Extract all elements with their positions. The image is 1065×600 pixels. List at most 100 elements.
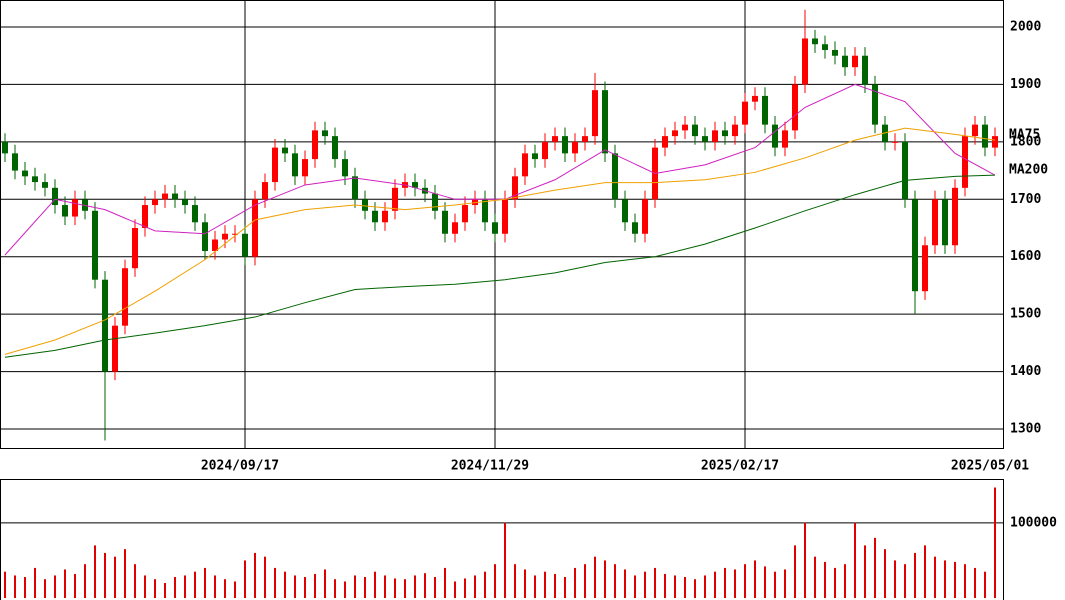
candle-body [332, 136, 338, 160]
volume-bar [64, 569, 66, 598]
candle-body [592, 90, 598, 137]
candle-body [702, 136, 708, 142]
candle-body [282, 147, 288, 154]
volume-bar [654, 567, 656, 598]
moving-average [4, 83, 996, 256]
volume-bar [364, 576, 366, 598]
candle-body [482, 199, 488, 223]
volume-bar [24, 576, 26, 598]
candle-body [672, 130, 678, 137]
volume-bar [474, 575, 476, 598]
volume-bar [764, 566, 766, 598]
candle-body [172, 193, 178, 200]
volume-bar [934, 556, 936, 598]
volume-bar [184, 575, 186, 598]
volume-bar [374, 571, 376, 598]
candle-body [792, 84, 798, 131]
candle-body [622, 199, 628, 223]
volume-bar [784, 569, 786, 598]
volume-bar [464, 578, 466, 598]
candle-body [762, 95, 768, 125]
candle-body [342, 159, 348, 177]
volume-bar [354, 575, 356, 598]
volume-bar [844, 564, 846, 598]
volume-bar [674, 575, 676, 598]
y-tick-label: 1900 [1010, 77, 1041, 92]
volume-bar [794, 545, 796, 598]
candle-body [982, 124, 988, 148]
volume-bar [944, 560, 946, 598]
candle-body [232, 233, 238, 235]
candle-body [872, 84, 878, 125]
candle-body [62, 205, 68, 217]
candle-body [912, 199, 918, 292]
candle-body [42, 182, 48, 188]
candle-body [392, 187, 398, 211]
volume-bar [714, 571, 716, 598]
candle-body [742, 101, 748, 125]
volume-bar [664, 573, 666, 598]
volume-bar [744, 564, 746, 598]
volume-bar [194, 571, 196, 598]
volume-bar [514, 564, 516, 598]
candle-body [682, 124, 688, 131]
candle-body [832, 49, 838, 56]
candle-body [712, 130, 718, 142]
volume-bar [504, 522, 506, 598]
volume-bar [594, 556, 596, 598]
x-tick-label: 2024/11/29 [451, 459, 529, 474]
candle-body [942, 199, 948, 246]
volume-bar [124, 549, 126, 598]
candle-body [292, 153, 298, 177]
candle-body [362, 199, 368, 211]
volume-bar [444, 567, 446, 598]
candle-body [222, 233, 228, 240]
price-frame [0, 0, 1004, 449]
candle-body [192, 205, 198, 223]
candle-body [842, 55, 848, 68]
candle-body [532, 153, 538, 160]
volume-bar [624, 569, 626, 598]
candle-body [902, 141, 908, 200]
volume-bar [804, 522, 806, 598]
volume-frame [0, 479, 1004, 600]
candle-body [802, 38, 808, 85]
candle-body [432, 193, 438, 211]
candle-body [2, 141, 8, 154]
candle-body [922, 245, 928, 292]
y-tick-label: 2000 [1010, 19, 1041, 34]
candle-body [52, 187, 58, 206]
volume-bar [984, 571, 986, 598]
volume-bar [154, 579, 156, 598]
volume-bar [424, 573, 426, 598]
candle-body [512, 176, 518, 200]
volume-bar [144, 575, 146, 598]
candle-body [382, 210, 388, 223]
candle-body [562, 136, 568, 154]
volume-bar [104, 552, 106, 598]
y-tick-label: 1400 [1010, 364, 1041, 379]
candle-body [822, 44, 828, 50]
volume-bar [954, 561, 956, 598]
volume-bar [974, 567, 976, 598]
moving-average [4, 174, 996, 358]
volume-bar [574, 567, 576, 598]
candle-body [472, 199, 478, 206]
volume-bar [284, 571, 286, 598]
y-tick-label: 100000 [1010, 515, 1057, 530]
candle-body [122, 268, 128, 326]
candle-body [772, 124, 778, 148]
volume-bar [204, 567, 206, 598]
volume-bar [114, 556, 116, 598]
candle-body [812, 38, 818, 45]
volume-bar [224, 579, 226, 598]
volume-bar [494, 564, 496, 598]
volume-bar [404, 579, 406, 598]
candle-body [952, 187, 958, 246]
candle-body [782, 130, 788, 148]
legend-label: MA200 [1009, 163, 1048, 178]
y-tick-label: 1700 [1010, 192, 1041, 207]
candle-body [372, 210, 378, 223]
candle-body [632, 222, 638, 234]
